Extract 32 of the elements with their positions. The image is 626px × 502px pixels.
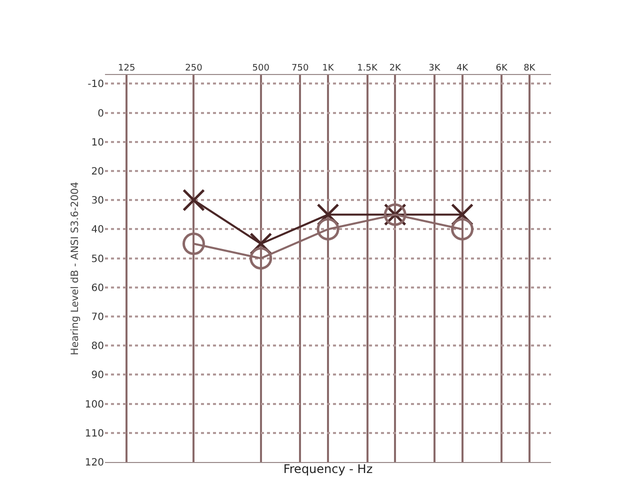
x-tick-label: 125 (118, 63, 136, 74)
y-tick-label: 60 (91, 282, 104, 294)
y-tick-label: 30 (91, 196, 104, 207)
x-tick-label: 8K (524, 63, 536, 74)
y-tick-label: 100 (84, 399, 104, 410)
y-tick-label: 70 (91, 312, 104, 324)
x-tick-label: 750 (292, 63, 309, 74)
y-tick-label: 0 (98, 108, 104, 120)
point (250, 247, 272, 270)
y-tick-label: 20 (91, 166, 104, 178)
x-tick-label: 4K (456, 63, 470, 74)
x-tick-label: 500 (252, 63, 270, 74)
y-tick-label: 110 (84, 428, 104, 440)
y-tick-label: -10 (88, 79, 104, 90)
x-tick-label: 2K (389, 63, 402, 74)
y-tick-label: 10 (91, 137, 104, 148)
x-tick-label: 1.5K (357, 63, 378, 74)
x-tick-label: 6K (496, 63, 508, 74)
point (182, 188, 205, 212)
x-tick-label: 1K (322, 63, 335, 74)
point (316, 218, 340, 240)
x-tick-label: 3K (428, 63, 442, 74)
y-tick-label: 90 (91, 370, 104, 382)
point (451, 218, 474, 240)
y-axis-title: Hearing Level dB - ANSI S3.6-2004 (70, 182, 81, 356)
y-tick-label: 80 (91, 341, 104, 352)
x-tick-label: 250 (185, 63, 203, 74)
y-tick-label: 40 (91, 224, 104, 236)
point (182, 232, 205, 256)
y-tick-label: 50 (91, 254, 104, 265)
y-tick-label: 120 (84, 458, 104, 468)
x-axis-title: Frequency - Hz (283, 462, 373, 476)
